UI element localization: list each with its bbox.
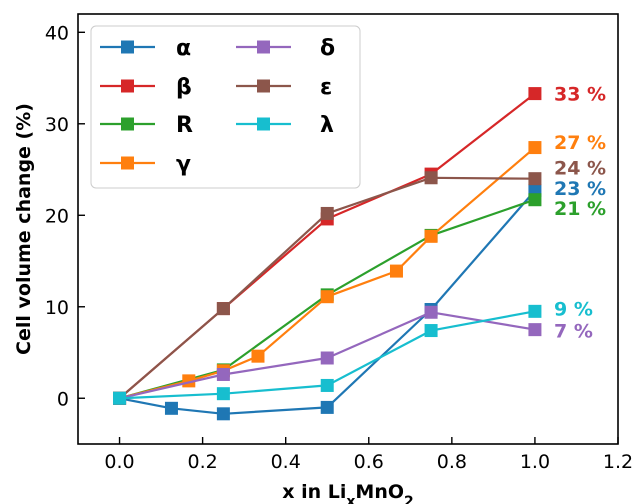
x-axis-label-tail: MnO [355, 481, 404, 503]
series-5-point-2 [320, 206, 334, 220]
series-5-point-4 [528, 172, 542, 186]
legend-label-5: ε [320, 75, 332, 100]
legend-marker-5 [257, 79, 270, 93]
series-4-point-2 [320, 351, 334, 365]
series-3-point-5 [389, 264, 403, 278]
series-6-point-1 [216, 387, 230, 401]
x-tick-label-1: 0.2 [188, 451, 218, 473]
annotation-0: 33 % [554, 84, 606, 106]
legend-label-3: γ [176, 152, 191, 177]
series-1-point-4 [528, 87, 542, 101]
legend-marker-3 [121, 156, 134, 170]
legend-entry-1: β [100, 75, 192, 100]
series-5 [113, 171, 542, 405]
legend-entry-0: α [100, 36, 191, 61]
series-0-point-3 [320, 400, 334, 414]
x-axis-label-main: x in Li [282, 481, 346, 503]
series-5-point-3 [424, 171, 438, 185]
y-tick-label-3: 30 [45, 114, 69, 136]
x-tick-label-3: 0.6 [354, 451, 384, 473]
legend-marker-2 [121, 117, 134, 131]
legend-entry-3: γ [100, 152, 191, 177]
series-5-point-1 [216, 302, 230, 316]
annotation-2: 24 % [554, 158, 606, 180]
legend-box-layer [90, 25, 361, 189]
x-tick-label-4: 0.8 [437, 451, 467, 473]
x-axis-label-sub: x [346, 494, 355, 504]
series-6-point-2 [320, 378, 334, 392]
annotation-1: 27 % [554, 132, 606, 154]
legend-label-1: β [176, 75, 192, 100]
series-3-point-4 [320, 290, 334, 304]
y-tick-label-4: 40 [45, 22, 69, 44]
series-3 [113, 141, 542, 405]
axes-layer: 0.0 0.2 0.4 0.6 0.8 1.0 1.2 0 10 20 30 40 [45, 13, 633, 473]
series-6-point-3 [424, 324, 438, 338]
y-tick-label-1: 10 [45, 297, 69, 319]
annotation-5: 9 % [554, 299, 593, 321]
series-6-point-0 [113, 391, 127, 405]
annotation-3: 23 % [554, 178, 606, 200]
x-tick-label-6: 1.2 [603, 451, 633, 473]
series-3-point-7 [528, 141, 542, 155]
series-4-point-3 [424, 305, 438, 319]
legend-label-0: α [176, 36, 191, 61]
plot-frame [77, 13, 619, 445]
legend-label-6: λ [320, 113, 334, 138]
legend-marker-4 [257, 40, 270, 54]
legend-frame [90, 25, 361, 189]
x-tick-label-5: 1.0 [520, 451, 550, 473]
legend-entry-5: ε [236, 75, 332, 100]
series-6-point-4 [528, 304, 542, 318]
series-3-point-6 [424, 229, 438, 243]
annotation-4: 21 % [554, 198, 606, 220]
series-layer [113, 87, 542, 421]
legend-entry-4: δ [236, 36, 335, 61]
legend-entry-6: λ [236, 113, 334, 138]
legend-marker-1 [121, 79, 134, 93]
y-axis-label: Cell volume change (%) [13, 103, 35, 355]
y-tick-label-2: 20 [45, 205, 69, 227]
series-4-point-4 [528, 323, 542, 337]
legend-label-4: δ [320, 36, 335, 61]
series-0-point-1 [164, 401, 178, 415]
y-tick-label-0: 0 [57, 388, 69, 410]
x-tick-label-0: 0.0 [104, 451, 134, 473]
annotation-6: 7 % [554, 321, 593, 343]
legend-marker-0 [121, 40, 134, 54]
annotation-layer: 33 % 27 % 24 %23 %21 % 9 %7 % [554, 84, 606, 343]
series-2-point-4 [528, 193, 542, 207]
series-4-point-1 [216, 367, 230, 381]
series-3-point-3 [251, 349, 265, 363]
series-0-point-2 [216, 407, 230, 421]
x-tick-label-2: 0.4 [271, 451, 301, 473]
x-axis-label: x in LixMnO2 [282, 481, 414, 504]
series-line-0 [119, 189, 536, 415]
legend-marker-6 [257, 117, 270, 131]
series-6 [113, 304, 542, 405]
legend-entry-2: R [100, 113, 193, 138]
x-axis-label-sub2: 2 [404, 494, 414, 504]
legend-label-2: R [176, 113, 193, 138]
